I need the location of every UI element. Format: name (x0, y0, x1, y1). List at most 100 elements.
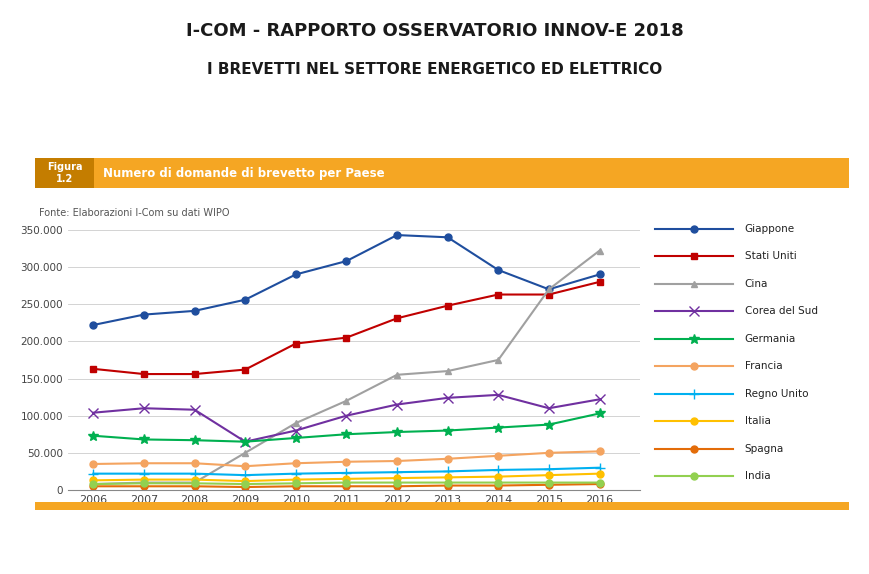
Regno Unito (493, 467, 503, 474)
Corea del Sud (139, 405, 149, 412)
Francia (342, 458, 352, 465)
Germania (392, 429, 402, 436)
Stati Uniti (88, 366, 98, 373)
Text: Stati Uniti: Stati Uniti (745, 251, 797, 261)
Germania (594, 410, 605, 417)
Cina (240, 449, 250, 456)
Spagna (290, 483, 301, 490)
Text: Spagna: Spagna (745, 444, 784, 454)
Corea del Sud (88, 409, 98, 416)
Text: India: India (745, 471, 771, 481)
Francia (139, 460, 149, 467)
Regno Unito (240, 472, 250, 479)
Francia (493, 452, 503, 459)
Regno Unito (392, 469, 402, 476)
FancyBboxPatch shape (35, 158, 849, 188)
Giappone (290, 271, 301, 278)
Line: Italia: Italia (90, 470, 603, 484)
Italia (139, 476, 149, 483)
Giappone (392, 232, 402, 239)
Giappone (189, 308, 200, 315)
Stati Uniti (342, 334, 352, 341)
Text: Figura
1.2: Figura 1.2 (47, 162, 83, 184)
Corea del Sud (392, 401, 402, 408)
Cina (442, 367, 453, 374)
India (290, 480, 301, 487)
Corea del Sud (594, 396, 605, 403)
Italia (442, 474, 453, 481)
Giappone (594, 271, 605, 278)
Cina (493, 356, 503, 363)
Text: Corea del Sud: Corea del Sud (745, 307, 818, 316)
Francia (442, 455, 453, 462)
Stati Uniti (290, 340, 301, 347)
Italia (290, 476, 301, 483)
Giappone (493, 266, 503, 273)
Line: Cina: Cina (90, 247, 603, 487)
Regno Unito (544, 466, 554, 472)
Cina (139, 479, 149, 486)
Line: Francia: Francia (90, 448, 603, 470)
Spagna (88, 483, 98, 490)
Text: I BREVETTI NEL SETTORE ENERGETICO ED ELETTRICO: I BREVETTI NEL SETTORE ENERGETICO ED ELE… (207, 62, 662, 77)
Stati Uniti (442, 302, 453, 309)
Spagna (392, 483, 402, 490)
Spagna (342, 483, 352, 490)
Giappone (342, 258, 352, 265)
Line: Spagna: Spagna (90, 480, 603, 491)
Francia (544, 449, 554, 456)
Stati Uniti (544, 291, 554, 298)
Line: Regno Unito: Regno Unito (89, 463, 604, 480)
Germania (139, 436, 149, 443)
Spagna (544, 482, 554, 488)
Francia (392, 457, 402, 464)
Italia (594, 470, 605, 477)
Giappone (139, 311, 149, 318)
India (240, 480, 250, 487)
Spagna (240, 483, 250, 490)
Regno Unito (342, 470, 352, 476)
Regno Unito (442, 468, 453, 475)
Giappone (88, 321, 98, 328)
Germania (342, 431, 352, 438)
Germania (442, 427, 453, 434)
Stati Uniti (240, 366, 250, 373)
Regno Unito (88, 470, 98, 477)
Spagna (493, 482, 503, 489)
Cina (290, 420, 301, 426)
Regno Unito (189, 470, 200, 477)
India (594, 479, 605, 486)
Francia (189, 460, 200, 467)
Text: Numero di domande di brevetto per Paese: Numero di domande di brevetto per Paese (103, 166, 384, 180)
Germania (493, 424, 503, 431)
Italia (392, 475, 402, 482)
Spagna (594, 480, 605, 487)
Line: Germania: Germania (89, 409, 604, 447)
Text: Germania: Germania (745, 333, 796, 344)
Italia (342, 475, 352, 482)
Cina (594, 247, 605, 254)
Italia (493, 473, 503, 480)
Corea del Sud (189, 406, 200, 413)
Text: I-COM - RAPPORTO OSSERVATORIO INNOV-E 2018: I-COM - RAPPORTO OSSERVATORIO INNOV-E 20… (186, 22, 683, 40)
Cina (392, 371, 402, 378)
Regno Unito (594, 464, 605, 471)
Cina (88, 480, 98, 487)
Corea del Sud (240, 438, 250, 445)
Regno Unito (290, 470, 301, 477)
India (493, 479, 503, 486)
Corea del Sud (290, 427, 301, 434)
Germania (290, 435, 301, 441)
Spagna (139, 483, 149, 490)
Francia (240, 463, 250, 470)
Francia (88, 460, 98, 467)
Corea del Sud (544, 405, 554, 412)
Stati Uniti (392, 315, 402, 322)
Cina (544, 286, 554, 293)
India (88, 480, 98, 487)
Corea del Sud (342, 412, 352, 419)
Regno Unito (139, 470, 149, 477)
Line: Giappone: Giappone (90, 231, 603, 328)
Stati Uniti (189, 371, 200, 378)
Italia (88, 477, 98, 484)
